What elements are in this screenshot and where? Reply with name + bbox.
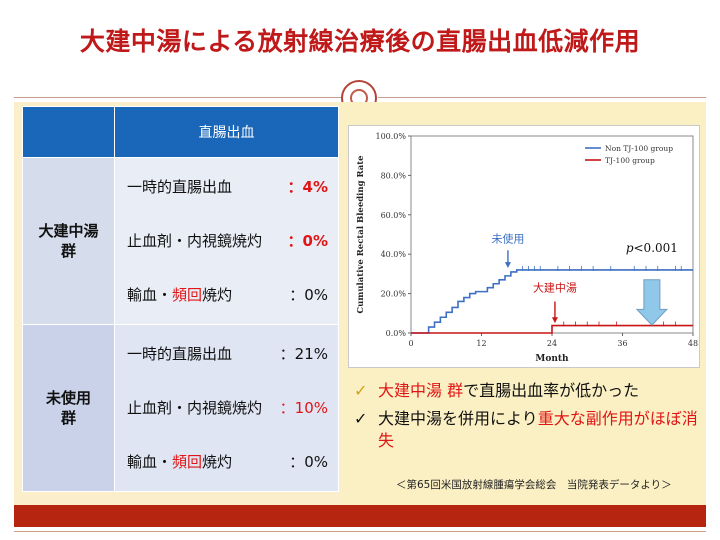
- x-tick-label: 0: [408, 339, 413, 348]
- annotation-non-tj: 未使用: [491, 232, 524, 245]
- x-tick-label: 36: [617, 339, 627, 348]
- table-row: 一時的直腸出血 ：4%: [127, 178, 328, 196]
- table-row: 輸血・頻回焼灼 ：0%: [127, 286, 328, 304]
- checkmark-icon: ✓: [354, 381, 368, 400]
- y-axis-title: Cumulative Rectal Bleeding Rate: [356, 155, 366, 314]
- group-label: 大建中湯 群: [22, 157, 115, 325]
- group-items: 一時的直腸出血 ：21% 止血剤・内視鏡焼灼 ：10% 輸血・頻回焼灼 ：0%: [114, 324, 339, 492]
- y-tick-label: 60.0%: [381, 211, 407, 220]
- y-tick-label: 100.0%: [375, 132, 406, 141]
- table-row: 止血剤・内視鏡焼灼 ：0%: [127, 232, 328, 250]
- annotation-arrowhead: [504, 262, 511, 268]
- series-line-1: [411, 324, 693, 334]
- divider-line: [378, 97, 706, 98]
- legend-label: TJ-100 group: [605, 156, 655, 165]
- down-arrow-icon: [635, 279, 669, 326]
- legend-label: Non TJ-100 group: [605, 144, 673, 153]
- results-table: 直腸出血 大建中湯 群 一時的直腸出血 ：4% 止血剤・内視鏡焼灼 ：0% 輸血…: [22, 106, 339, 492]
- footer-line: [14, 531, 706, 532]
- group-items: 一時的直腸出血 ：4% 止血剤・内視鏡焼灼 ：0% 輸血・頻回焼灼 ：0%: [114, 157, 339, 325]
- table-row: 止血剤・内視鏡焼灼 ：10%: [127, 399, 328, 417]
- annotation-tj: 大建中湯: [533, 281, 577, 295]
- source-note: ＜第65回米国放射線腫瘍学会総会 当院発表データより＞: [396, 479, 672, 491]
- y-tick-label: 80.0%: [381, 171, 407, 180]
- x-tick-label: 24: [547, 339, 557, 348]
- x-tick-label: 48: [688, 339, 698, 348]
- group-label: 未使用 群: [22, 324, 115, 492]
- x-tick-label: 12: [476, 339, 486, 348]
- footer-bar: [14, 505, 706, 527]
- slide-title: 大建中湯による放射線治療後の直腸出血低減作用: [79, 27, 641, 56]
- table-row: 一時的直腸出血 ：21%: [127, 345, 328, 363]
- x-axis-title: Month: [535, 354, 569, 364]
- series-line-0: [411, 269, 693, 334]
- list-item: ✓ 大建中湯を併用により重大な副作用がほぼ消失: [354, 409, 698, 450]
- divider-line: [14, 97, 342, 98]
- list-item: ✓ 大建中湯 群で直腸出血率が低かった: [354, 381, 640, 400]
- y-tick-label: 0.0%: [386, 329, 407, 338]
- conclusion-list: ✓ 大建中湯 群で直腸出血率が低かった ✓ 大建中湯を併用により重大な副作用がほ…: [352, 380, 702, 458]
- y-tick-label: 40.0%: [381, 250, 407, 259]
- kaplan-meier-chart: 0.0% 20.0% 40.0% 60.0% 80.0% 100.0% 0 12 24 36 48 M…: [348, 125, 700, 368]
- checkmark-icon: ✓: [354, 409, 368, 428]
- annotation-arrowhead: [551, 317, 558, 324]
- table-corner: [22, 106, 115, 158]
- chart-svg: 0.0% 20.0% 40.0% 60.0% 80.0% 100.0% 0 12 24 36 48 M…: [356, 132, 698, 364]
- p-value-label: p<0.001: [626, 241, 678, 255]
- table-row: 輸血・頻回焼灼 ：0%: [127, 453, 328, 471]
- y-tick-label: 20.0%: [381, 290, 407, 299]
- table-header: 直腸出血: [114, 106, 339, 158]
